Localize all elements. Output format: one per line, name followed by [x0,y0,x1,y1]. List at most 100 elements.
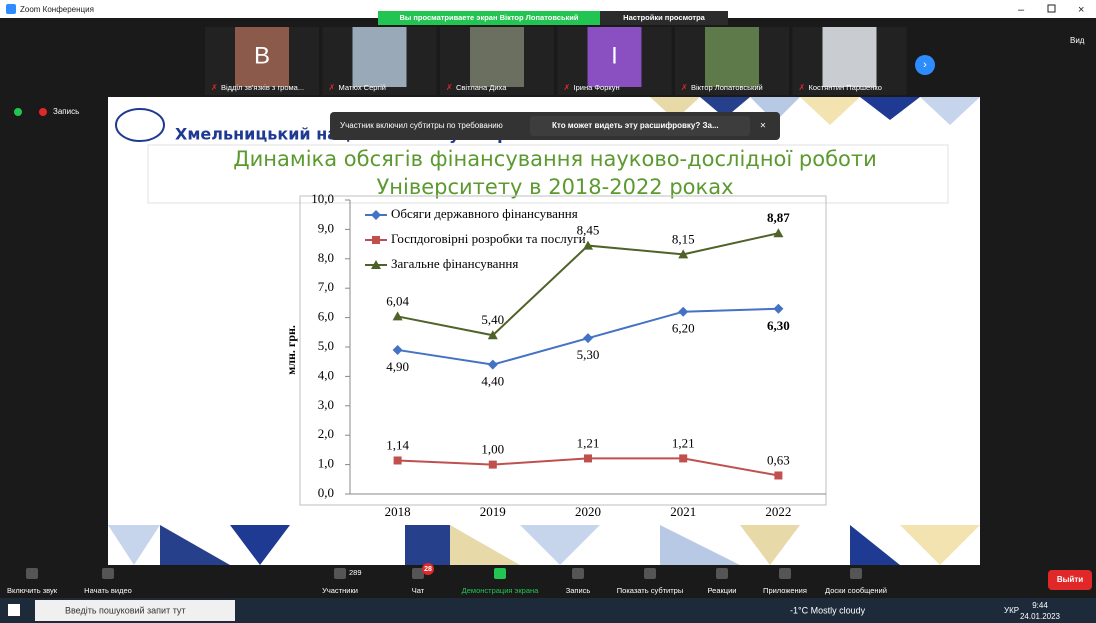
tool-label[interactable]: Приложения [763,586,807,595]
toolbar [0,565,1096,598]
y-tick-label: 5,0 [318,338,334,353]
participant-video [705,27,759,87]
data-label: 5,30 [577,347,600,362]
chart-title: Університету в 2018-2022 роках [376,175,733,199]
data-label: 8,87 [767,210,790,225]
tool-label[interactable]: Реакции [708,586,737,595]
marker [679,454,687,462]
y-tick-label: 6,0 [318,309,334,324]
window-title: Zoom Конференция [20,5,94,14]
tool-icon[interactable] [644,568,656,579]
language: УКР [1004,606,1019,615]
tool-icon[interactable] [572,568,584,579]
tool-label[interactable]: Показать субтитры [617,586,683,595]
caption-close[interactable]: × [760,121,766,132]
marker [394,456,402,464]
legend-label: Загальне фінансування [391,256,518,271]
view-button[interactable]: Вид [1070,36,1085,45]
participant-avatar: В [254,42,270,69]
participant-name: Відділ зв'язків з грома... [221,83,304,92]
tool-icon[interactable] [494,568,506,579]
mute-icon: ✗ [799,83,806,92]
caption-notice-text: Участник включил субтитры по требованию [340,121,503,130]
tool-label[interactable]: Участники [322,586,358,595]
decoration [405,525,450,565]
tool-icon[interactable] [716,568,728,579]
recording-label: Запись [53,107,79,116]
chart-title: Динаміка обсягів фінансування науково-до… [233,147,877,171]
marker [584,454,592,462]
tool-icon[interactable] [26,568,38,579]
tool-label[interactable]: Начать видео [84,586,132,595]
tool-icon[interactable] [334,568,346,579]
y-axis-label: млн. грн. [284,325,298,375]
tool-label[interactable]: Доски сообщений [825,586,887,595]
start-button[interactable] [8,604,20,616]
y-tick-label: 2,0 [318,426,334,441]
zoom-icon [6,4,16,14]
marker [774,471,782,479]
participants-count[interactable]: 289 [349,568,362,577]
record-dot [39,108,47,116]
tool-icon[interactable] [779,568,791,579]
caption-link[interactable]: Кто может видеть эту расшифровку? За... [552,121,719,130]
y-tick-label: 3,0 [318,397,334,412]
marker [372,236,380,244]
next-arrow[interactable]: › [923,59,927,71]
view-settings-label[interactable]: Настройки просмотра [623,13,706,22]
participant-name: Ірина Форкун [574,83,620,92]
zoom-window: Zoom Конференция – × Вы просматриваете э… [0,0,1096,623]
share-banner-text: Вы просматриваете экран Віктор Лопатовсь… [399,13,578,22]
participant-video [470,27,524,87]
legend-label: Госпдоговірні розробки та послуги [391,231,586,246]
tool-icon[interactable] [102,568,114,579]
x-tick-label: 2018 [385,504,411,519]
y-tick-label: 4,0 [318,367,334,382]
participant-strip: ВВідділ зв'язків з грома...✗Матюх Сергій… [205,27,907,95]
data-label: 4,90 [386,359,409,374]
tool-icon[interactable] [850,568,862,579]
mute-icon: ✗ [564,83,571,92]
data-label: 8,15 [672,231,695,246]
tool-label[interactable]: Включить звук [7,586,58,595]
participant-name: Світлана Диха [456,83,507,92]
weather: -1°C Mostly cloudy [790,605,866,615]
security-icon [14,108,22,116]
y-tick-label: 10,0 [311,191,334,206]
search-placeholder[interactable]: Введіть пошуковий запит тут [65,605,186,615]
participant-video [353,27,407,87]
participant-avatar: І [611,42,618,69]
y-tick-label: 7,0 [318,279,334,294]
tool-label[interactable]: Демонстрация экрана [462,586,539,595]
data-label: 6,04 [386,293,409,308]
mute-icon: ✗ [211,83,218,92]
marker [489,461,497,469]
participant-name: Віктор Лопатовський [691,83,763,92]
clock-time: 9:44 [1032,601,1048,610]
close[interactable]: × [1078,4,1084,16]
y-tick-label: 1,0 [318,456,334,471]
participant-name: Матюх Сергій [339,83,387,92]
data-label: 1,00 [481,442,504,457]
leave-label[interactable]: Выйти [1057,575,1083,584]
clock-date: 24.01.2023 [1020,612,1061,621]
minimize[interactable]: – [1018,4,1025,16]
x-tick-label: 2022 [765,504,791,519]
data-label: 1,14 [386,437,409,452]
chat-badge-count[interactable]: 28 [424,566,432,573]
tool-label[interactable]: Чат [412,586,425,595]
participant-video [823,27,877,87]
tool-label[interactable]: Запись [566,586,591,595]
data-label: 6,30 [767,318,790,333]
legend-label: Обсяги державного фінансування [391,206,578,221]
mute-icon: ✗ [329,83,336,92]
participant-name: Костянтин Паршенко [809,83,882,92]
mute-icon: ✗ [446,83,453,92]
y-tick-label: 9,0 [318,220,334,235]
x-tick-label: 2020 [575,504,601,519]
y-tick-label: 8,0 [318,250,334,265]
data-label: 0,63 [767,452,790,467]
data-label: 5,40 [481,312,504,327]
data-label: 1,21 [577,435,600,450]
data-label: 4,40 [481,374,504,389]
